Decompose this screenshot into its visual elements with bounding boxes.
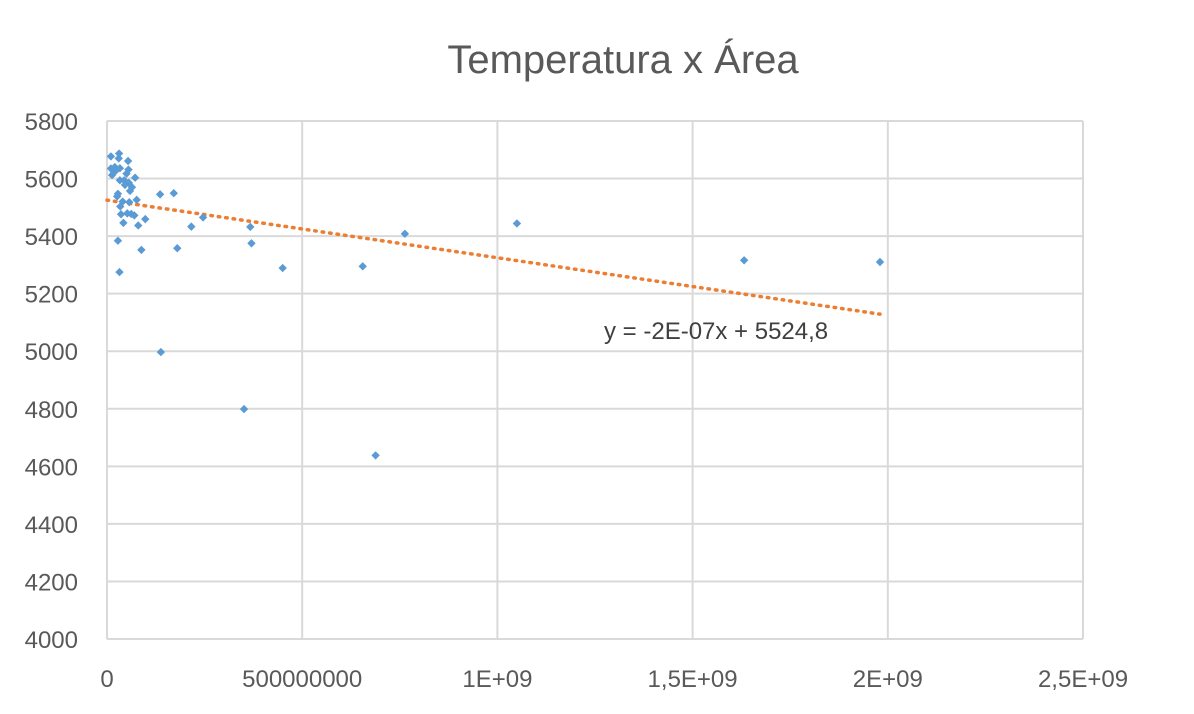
data-point	[125, 197, 134, 207]
data-point	[173, 243, 182, 253]
data-point	[124, 165, 133, 174]
data-point	[187, 222, 196, 231]
gridlines	[106, 120, 1084, 640]
linear-trendline	[105, 198, 882, 316]
data-point	[400, 229, 410, 239]
x-tick-label: 2E+09	[853, 666, 923, 693]
y-tick-label: 5000	[25, 339, 78, 366]
data-point	[371, 451, 380, 460]
y-tick-label: 4800	[25, 397, 78, 424]
y-tick-label: 5800	[25, 109, 78, 136]
data-point	[130, 173, 140, 182]
x-axis-tick-labels: 0 500000000 1E+09 1,5E+09 2E+09 2,5E+09	[100, 666, 1128, 693]
data-points	[106, 149, 885, 460]
y-tick-label: 4600	[25, 454, 78, 481]
data-point	[155, 190, 165, 199]
chart-title: Temperatura x Área	[447, 37, 799, 82]
data-point	[278, 263, 287, 273]
data-point	[114, 149, 124, 158]
data-point	[246, 222, 255, 232]
data-point	[141, 214, 150, 224]
data-point	[119, 176, 129, 185]
data-point	[115, 267, 124, 277]
data-point	[124, 178, 134, 188]
y-tick-label: 5600	[25, 167, 78, 194]
data-point	[127, 182, 137, 192]
data-point	[115, 176, 125, 185]
y-tick-label: 4200	[25, 569, 78, 596]
data-point	[875, 257, 885, 267]
x-tick-label: 2,5E+09	[1038, 666, 1128, 693]
data-point	[113, 236, 123, 245]
data-point	[137, 245, 146, 255]
x-tick-label: 500000000	[242, 666, 362, 693]
y-tick-label: 4400	[25, 512, 78, 539]
data-point	[156, 347, 166, 357]
data-point	[130, 211, 139, 220]
x-tick-label: 0	[100, 666, 113, 693]
data-point	[512, 219, 522, 228]
data-point	[119, 218, 128, 228]
y-tick-label: 5400	[25, 224, 78, 251]
data-point	[122, 169, 131, 178]
data-point	[106, 164, 116, 173]
data-point	[739, 256, 749, 265]
data-point	[115, 163, 125, 173]
data-point	[358, 262, 367, 271]
x-tick-label: 1,5E+09	[648, 666, 738, 693]
trendline-group	[105, 198, 882, 316]
trendline-equation: y = -2E-07x + 5524,8	[604, 318, 828, 345]
y-tick-label: 4000	[25, 627, 78, 654]
data-point	[169, 189, 178, 198]
data-point	[247, 239, 256, 248]
data-point	[116, 210, 126, 219]
y-axis-tick-labels: 4000 4200 4400 4600 4800 5000 5200 5400 5600 5800	[25, 109, 78, 654]
data-point	[132, 195, 141, 205]
data-point	[113, 189, 123, 199]
data-point	[118, 197, 127, 206]
y-tick-label: 5200	[25, 282, 78, 309]
x-tick-label: 1E+09	[462, 666, 532, 693]
data-point	[116, 202, 125, 211]
data-point	[198, 213, 208, 222]
data-point	[134, 221, 143, 230]
data-point	[106, 152, 116, 161]
data-point	[114, 154, 123, 163]
data-point	[239, 404, 249, 414]
data-point	[123, 156, 133, 166]
data-point	[120, 180, 130, 190]
